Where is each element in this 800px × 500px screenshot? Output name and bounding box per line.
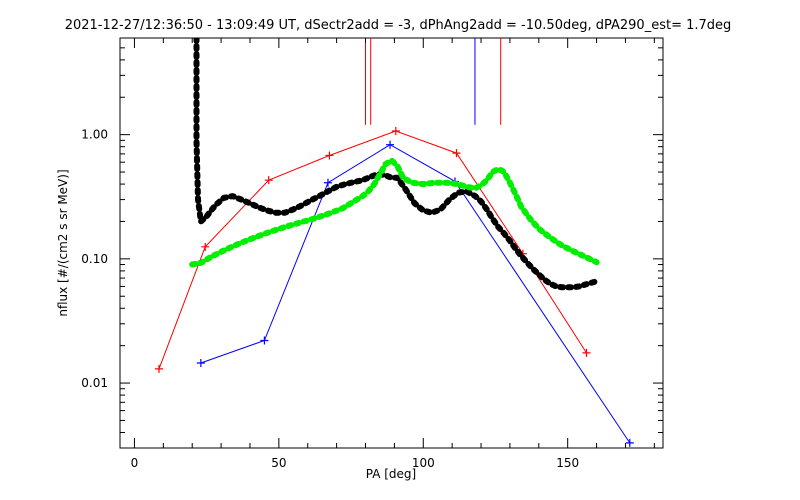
series-line [158,130,587,370]
data-point-marker [391,127,400,135]
data-point-marker [201,242,210,251]
y-tick-label: 0.01 [81,376,108,390]
data-point-marker [196,359,205,368]
y-axis-label: nflux [#/(cm2 s sr MeV)] [56,169,70,316]
x-axis-label: PA [deg] [366,467,416,481]
chart-title: 2021-12-27/12:36:50 - 13:09:49 UT, dSect… [65,18,732,33]
data-point-marker [452,149,461,158]
y-axis: 0.01 0.10 1.00 [81,37,663,449]
data-point-marker [582,348,591,357]
data-point-marker [325,151,334,160]
data-point-marker [260,336,269,345]
plot-frame [119,37,664,449]
y-tick-label: 0.10 [81,252,108,266]
data-point-marker [386,140,395,149]
data-point-marker [625,438,634,447]
vertical-markers [365,38,502,125]
series-line [200,144,631,444]
x-tick-label: 50 [271,456,286,470]
y-tick-label: 1.00 [81,128,108,142]
x-axis: 0 50 100 150 [131,38,655,470]
fit-curve [189,157,600,268]
x-tick-label: 100 [412,456,435,470]
x-tick-label: 0 [131,456,139,470]
fit-curve [193,38,600,291]
data-point-marker [154,364,163,373]
data-point-marker [264,176,273,185]
data-point-marker [323,178,332,187]
series-layer [154,38,634,447]
x-tick-label: 150 [556,456,579,470]
